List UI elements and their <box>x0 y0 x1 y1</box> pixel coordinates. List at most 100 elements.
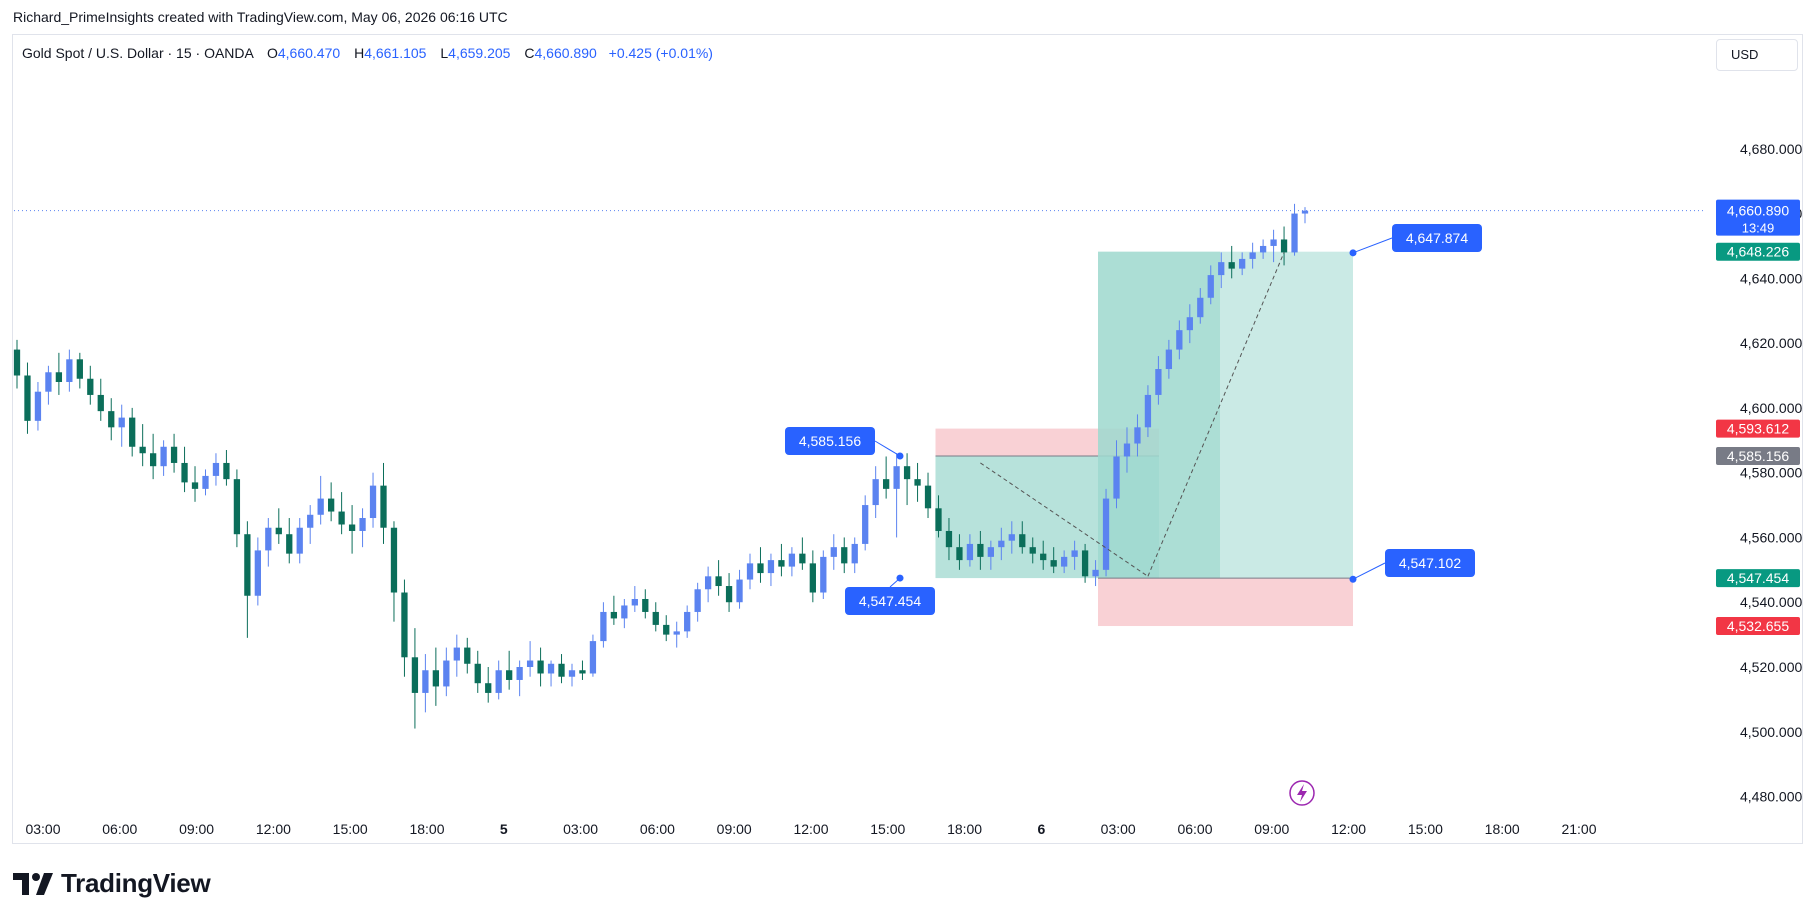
chart-pane[interactable] <box>12 34 1803 844</box>
time-tick-label: 03:00 <box>1101 821 1136 837</box>
time-tick-label: 18:00 <box>409 821 444 837</box>
tradingview-logo[interactable]: TradingView <box>13 868 211 899</box>
callout-anchor-dot[interactable] <box>896 574 904 582</box>
candle <box>432 647 440 706</box>
candle <box>1019 521 1026 554</box>
candle-body <box>1155 369 1162 395</box>
candle <box>13 339 21 389</box>
callout-anchor-dot[interactable] <box>1349 575 1357 583</box>
lightning-icon[interactable] <box>1289 780 1315 806</box>
candle-body <box>97 394 104 412</box>
long-path-line <box>1147 252 1285 577</box>
candle-body <box>652 611 659 625</box>
candle-body <box>621 605 628 619</box>
candle-body <box>600 611 607 642</box>
price-axis-marker-label: 4,532.655 <box>1727 618 1789 634</box>
time-tick-label: 18:00 <box>1485 821 1520 837</box>
candle-body <box>1207 275 1214 298</box>
candle-body <box>254 550 261 596</box>
candle-body <box>809 563 816 593</box>
candle-body <box>1218 262 1225 276</box>
candle-body <box>788 553 796 567</box>
candle <box>945 518 953 561</box>
candle-body <box>24 375 31 421</box>
candle <box>621 598 628 629</box>
currency-button[interactable]: USD <box>1716 39 1798 71</box>
candle-body <box>348 524 356 531</box>
candle-body <box>149 453 157 467</box>
callout-anchor-dot[interactable] <box>1349 249 1357 257</box>
price-callout[interactable] <box>785 427 875 455</box>
time-tick-label: 12:00 <box>1331 821 1366 837</box>
open-value: 4,660.470 <box>277 45 341 61</box>
candle-body <box>45 372 52 392</box>
candle <box>1197 288 1204 324</box>
candle <box>411 628 419 729</box>
price-callout-label: 4,647.874 <box>1406 230 1468 246</box>
candle-body <box>244 534 251 596</box>
candle <box>1291 203 1298 256</box>
candle-body <box>118 417 125 428</box>
symbol-name: Gold Spot / U.S. Dollar · 15 · OANDA <box>22 45 254 61</box>
candle-body <box>443 660 450 687</box>
price-callout[interactable] <box>1385 549 1475 577</box>
candle-body <box>1102 498 1110 570</box>
candle-body <box>568 670 576 677</box>
low-value: 4,659.205 <box>448 45 511 61</box>
candle <box>1123 427 1131 473</box>
candle-body <box>757 563 764 574</box>
candle-body <box>1029 547 1036 554</box>
lightning-icon-bolt <box>1297 784 1307 802</box>
time-tick-label: 18:00 <box>947 821 982 837</box>
time-tick-label: 06:00 <box>640 821 675 837</box>
candle <box>296 518 303 564</box>
candle-body <box>129 417 136 447</box>
candle-body <box>307 514 314 528</box>
candle <box>788 547 796 577</box>
candle <box>1176 320 1183 360</box>
candle <box>1165 339 1173 379</box>
price-callout[interactable] <box>1392 224 1482 252</box>
candle-body <box>746 563 754 580</box>
price-tick-label: 4,480.000 <box>1740 789 1802 805</box>
candle <box>694 582 701 622</box>
price-callout[interactable] <box>845 587 935 615</box>
symbol-legend[interactable]: Gold Spot / U.S. Dollar · 15 · OANDA O4,… <box>22 45 713 61</box>
candle-body <box>1291 213 1298 253</box>
candle-body <box>1197 297 1204 318</box>
candle <box>1228 245 1235 279</box>
attribution-text: Richard_PrimeInsights created with Tradi… <box>13 9 508 25</box>
candle <box>704 566 712 603</box>
candle-body <box>998 540 1005 548</box>
candle <box>401 579 408 677</box>
candle <box>1239 252 1246 276</box>
candle-body <box>275 527 282 535</box>
candle <box>139 424 146 467</box>
time-tick-label: 06:00 <box>1177 821 1212 837</box>
candle <box>642 589 649 619</box>
candle-body <box>820 556 827 593</box>
candle <box>516 660 523 697</box>
candle-body <box>1228 262 1235 269</box>
candle <box>55 352 63 395</box>
candle <box>1280 226 1288 266</box>
candle-body <box>233 479 241 535</box>
candle <box>914 462 921 502</box>
candle-body <box>956 547 963 561</box>
candle <box>820 550 827 599</box>
candle-body <box>872 479 879 506</box>
time-tick-label: 15:00 <box>1408 821 1443 837</box>
time-tick-label: 15:00 <box>870 821 905 837</box>
candle-body <box>1270 239 1277 246</box>
price-axis-marker <box>1716 242 1800 261</box>
candle <box>1050 547 1057 574</box>
price-axis-marker <box>1716 569 1800 588</box>
candle-body <box>725 586 733 603</box>
candle-body <box>924 485 932 509</box>
candle <box>652 602 659 632</box>
candle <box>453 634 460 677</box>
candle-body <box>338 511 345 525</box>
candle <box>212 453 220 486</box>
callout-anchor-dot[interactable] <box>896 452 904 460</box>
